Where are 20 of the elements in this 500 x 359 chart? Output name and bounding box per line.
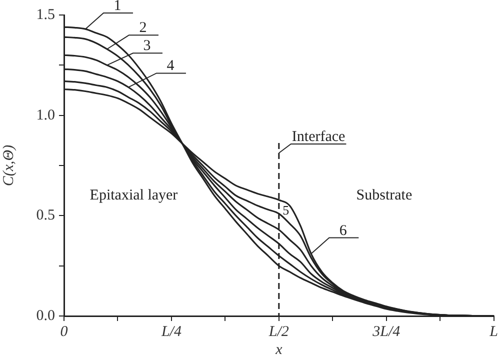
y-tick-label: 1.0: [36, 107, 55, 124]
series-label: 2: [139, 20, 147, 36]
x-tick-label: L: [488, 324, 498, 340]
series-label: 5: [282, 202, 290, 218]
ref-line-label: Interface: [292, 129, 346, 145]
y-axis-title: C(x,Θ): [0, 144, 17, 186]
annotation: Substrate: [356, 188, 412, 204]
x-tick-label: 0: [60, 324, 68, 340]
x-tick-label: L/4: [160, 324, 182, 340]
x-tick-label: L/2: [268, 324, 290, 340]
x-tick-label: 3L/4: [372, 324, 401, 340]
y-tick-label: 0.5: [36, 208, 55, 224]
text: 4: [166, 58, 175, 74]
text: 6: [339, 222, 348, 239]
y-tick-label: 1.5: [36, 6, 55, 23]
annotation: Epitaxial layer: [90, 188, 178, 204]
x-axis-title: x: [274, 342, 283, 358]
series-label: 3: [143, 38, 151, 54]
y-tick-label: 0.0: [36, 308, 55, 324]
series-label: 1: [114, 0, 122, 14]
